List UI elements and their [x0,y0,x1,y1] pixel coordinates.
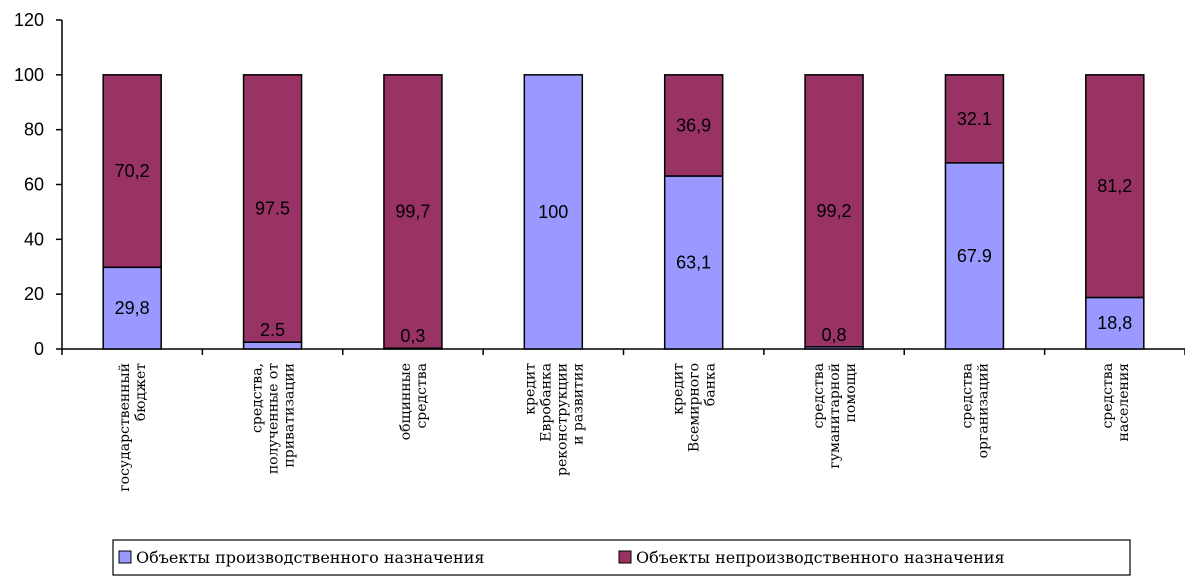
bar-segment-production [102,266,162,350]
data-label: 67.9 [957,246,992,266]
category-label-line: реконструкции [554,363,570,476]
bar-segment-nonproduction [1085,74,1145,299]
category-label-line: и развития [570,363,586,445]
data-label: 29,8 [115,298,150,318]
category-label-line: средства, [250,363,266,433]
category-label-line: кредит [671,363,687,415]
category-label-line: населения [1116,363,1132,442]
data-label: 100 [538,202,568,222]
category-label-line: приватизации [282,363,298,468]
y-tick-label: 120 [14,10,44,30]
data-label: 81,2 [1097,176,1132,196]
data-label: 63,1 [676,253,711,273]
y-axis: 0 20 40 60 80 100 120 [14,10,63,359]
category-label-line: средства [811,363,827,429]
category-label: государственный бюджет [117,363,149,492]
category-label: средства, полученные от приватизации [250,363,298,474]
category-label-line: средства [1100,363,1116,429]
bar-segment-production [1085,296,1145,350]
category-label: общинные средства [398,363,430,440]
data-label: 70,2 [115,161,150,181]
y-tick-label: 80 [24,120,44,140]
legend: Объекты производственного назначения Объ… [112,539,1131,576]
legend-swatch-nonproduction [618,550,632,564]
data-label: 99,2 [817,201,852,221]
category-label-line: средства [414,363,430,429]
category-label-line: кредит [522,363,538,415]
data-label: 0,3 [400,326,425,346]
category-label-line: гуманитарной [827,363,843,469]
category-label-line: организаций [975,363,991,458]
data-label: 32.1 [957,109,992,129]
bar-segment-nonproduction [663,74,724,177]
bar-segment-nonproduction [102,74,162,269]
category-label: кредит Всемирного банка [671,363,719,452]
legend-box [112,539,1131,576]
data-label: 99,7 [395,202,430,222]
category-label-line: государственный [117,363,133,492]
legend-label-nonproduction: Объекты непроизводственного назначения [636,548,1005,567]
legend-label-production: Объекты производственного назначения [136,548,484,567]
data-label: 2.5 [260,320,285,340]
bars [102,74,1145,350]
bar-segment-nonproduction [944,74,1005,164]
data-label: 0,8 [822,325,847,345]
category-label-line: средства [959,363,975,429]
bar-segment-nonproduction [804,74,864,348]
y-tick-label: 40 [24,229,44,249]
category-label: средства организаций [959,363,991,458]
category-label-line: помощи [843,363,859,422]
y-tick-label: 0 [34,339,44,359]
category-labels: государственный бюджет средства, полученные… [117,363,1132,492]
category-label-line: бюджет [133,363,149,421]
category-label-line: Всемирного [687,363,703,452]
y-tick-label: 100 [14,65,44,85]
data-labels: 29,8 70,2 2.5 97.5 0,3 99,7 100 63,1 36,9 0,8 99,2… [115,109,1133,346]
category-label-line: общинные [398,363,414,440]
data-label: 97.5 [255,198,290,218]
category-label: средства гуманитарной помощи [811,363,859,469]
bar-segment-production [944,162,1005,350]
data-label: 18,8 [1097,313,1132,333]
bar-segment-production [523,74,584,350]
category-label: кредит Евробанка реконструкции и развития [522,363,586,476]
category-label-line: Евробанка [538,363,554,442]
bar-segment-nonproduction [242,74,303,343]
category-label: средства населения [1100,363,1132,442]
legend-swatch-production [118,550,132,564]
bar-segment-nonproduction [383,74,443,349]
category-label-line: банка [703,363,719,406]
data-label: 36,9 [676,115,711,135]
category-label-line: полученные от [266,363,282,474]
y-tick-label: 60 [24,175,44,195]
bar-segment-production [242,341,303,350]
x-axis [61,348,1185,355]
y-tick-label: 20 [24,284,44,304]
